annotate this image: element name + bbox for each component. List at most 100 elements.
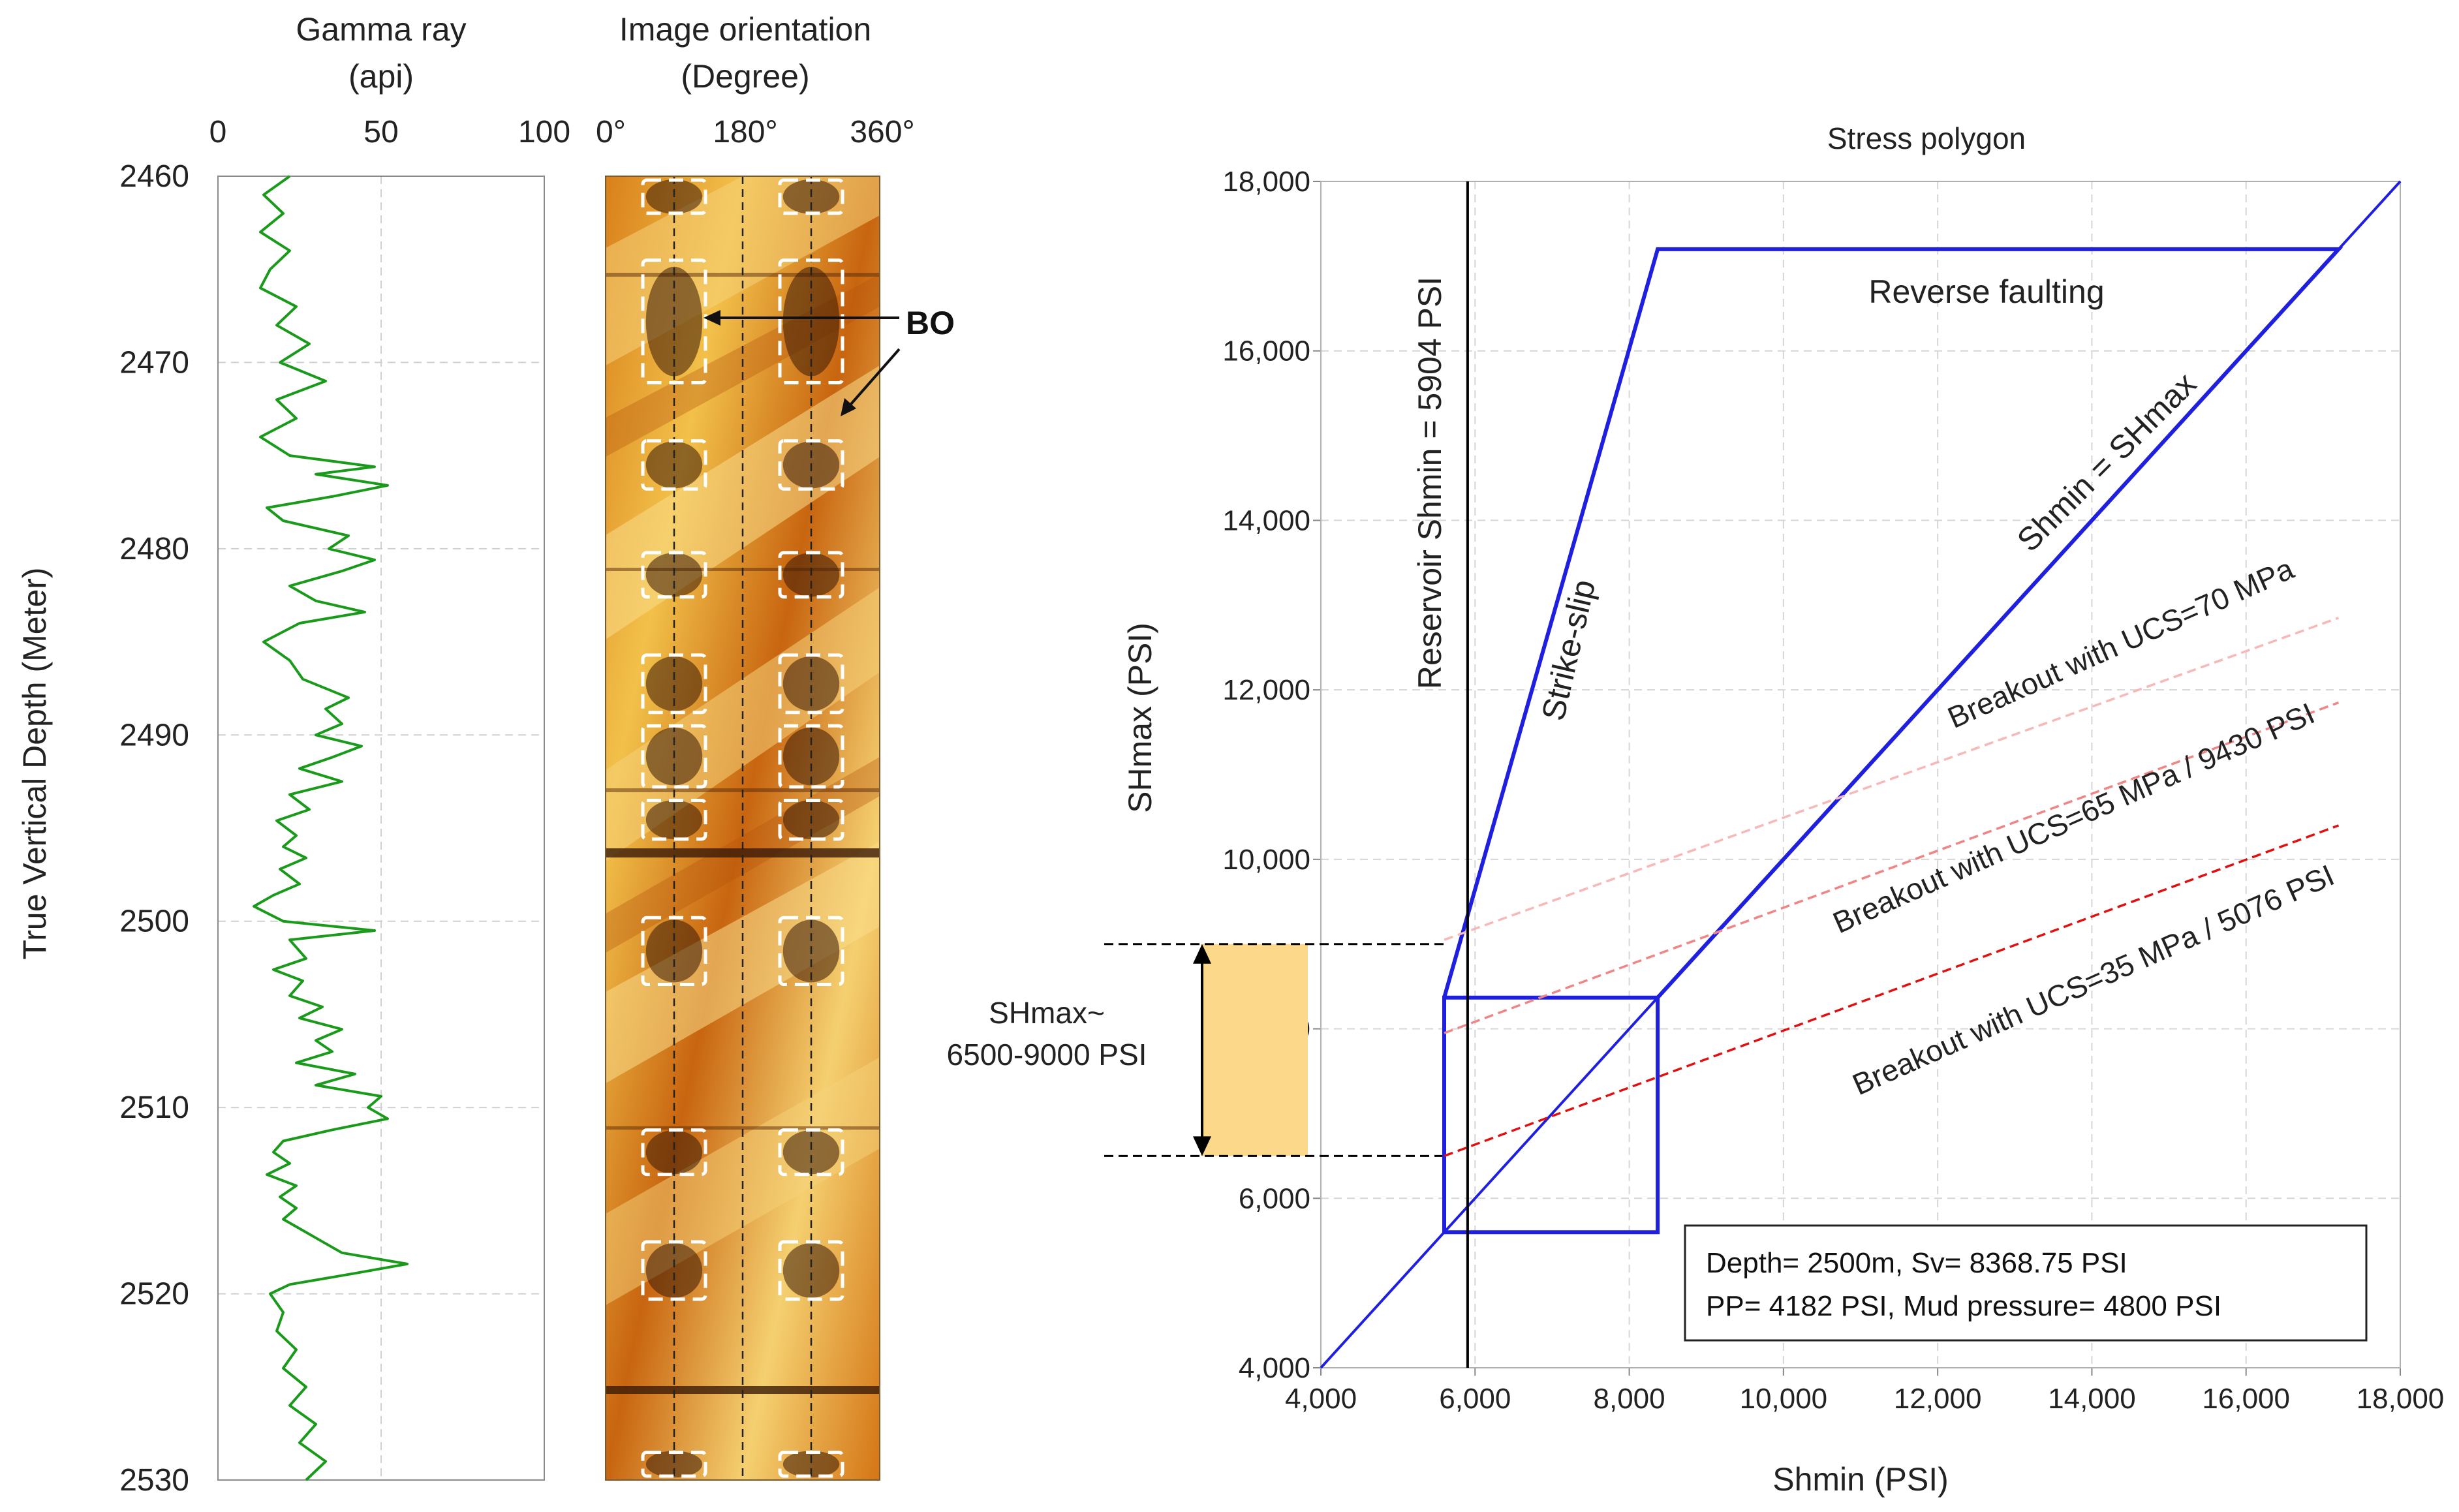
stress-y-tick-label: 12,000 <box>1222 674 1310 706</box>
gamma-y-ticks: 2460 2470 2480 2490 2500 2510 2520 2530 <box>119 159 189 1498</box>
stress-y-tick-label: 4,000 <box>1239 1352 1310 1384</box>
series-breakout-with-ucs-65-mpa-9430-psi <box>1444 701 2340 1034</box>
breakout-box <box>778 258 844 385</box>
series-breakout-with-ucs-70-mpa <box>1444 617 2340 941</box>
breakout-box <box>778 798 844 841</box>
breakout-box <box>778 178 844 215</box>
stress-x-tick-label: 8,000 <box>1594 1383 1665 1415</box>
breakout-box <box>641 916 707 986</box>
image-log-x-tick-180: 180° <box>713 115 777 149</box>
stress-y-tick-label: 14,000 <box>1222 504 1310 536</box>
image-log-reference-lines <box>673 176 812 1480</box>
breakout-box <box>641 798 707 841</box>
stress-x-axis-label: Shmin (PSI) <box>1772 1461 1949 1498</box>
breakout-dark-zone <box>782 1242 840 1298</box>
stress-plot-frame <box>1320 181 2401 1368</box>
breakout-dark-zone <box>782 1451 840 1478</box>
stress-gridlines <box>1321 181 2400 1368</box>
stress-y-tick-label: 18,000 <box>1222 166 1310 198</box>
shmax-range-highlight <box>1201 944 1308 1156</box>
stress-polygon-panel: Stress polygon 4,000 6,000 8,000 10,000 12,0… <box>947 121 2445 1498</box>
breakout-box <box>778 1240 844 1301</box>
breakout-box <box>641 178 707 215</box>
stress-x-tick-label: 18,000 <box>2357 1383 2445 1415</box>
stress-series <box>1320 180 2402 1369</box>
image-log-unit: (Degree) <box>681 58 809 95</box>
breakout-box <box>778 551 844 599</box>
reverse-faulting-label: Reverse faulting <box>1868 273 2104 310</box>
series-stress-polygon <box>1442 247 2343 1235</box>
breakout-boxes <box>641 178 844 1478</box>
stress-y-tick-label: 10,000 <box>1222 844 1310 876</box>
gamma-y-tick-label: 2520 <box>119 1277 189 1312</box>
gamma-y-tick-label: 2460 <box>119 159 189 194</box>
stress-x-tick-label: 12,000 <box>1894 1383 1982 1415</box>
equal-line-label: Shmin = SHmax <box>2010 365 2203 559</box>
breakout-dark-zone <box>782 1130 840 1175</box>
gamma-y-tick-label: 2480 <box>119 532 189 566</box>
image-log-title: Image orientation <box>619 11 871 48</box>
gamma-plot-frame <box>217 176 545 1481</box>
shmax-range-label-1: SHmax~ <box>989 996 1105 1030</box>
breakout-box <box>778 1450 844 1478</box>
breakout-box <box>778 439 844 491</box>
gamma-y-axis-label: True Vertical Depth (Meter) <box>16 567 53 959</box>
gamma-y-tick-label: 2530 <box>119 1463 189 1498</box>
shmax-range-arrow-head-bottom <box>1193 1136 1211 1156</box>
image-log-frame <box>605 176 880 1481</box>
stress-x-tick-label: 6,000 <box>1439 1383 1511 1415</box>
stress-x-tick-label: 10,000 <box>1740 1383 1828 1415</box>
breakout-dark-zone <box>645 1451 703 1478</box>
info-box-line-1: Depth= 2500m, Sv= 8368.75 PSI <box>1706 1247 2127 1279</box>
image-log-x-tick-360: 360° <box>850 115 914 149</box>
stress-y-tick-label: 16,000 <box>1222 335 1310 367</box>
breakout-dark-zone <box>645 1130 703 1175</box>
shmax-range-label-2: 6500-9000 PSI <box>947 1038 1147 1072</box>
stress-x-tick-label: 16,000 <box>2202 1383 2290 1415</box>
breakout-box <box>641 439 707 491</box>
breakout-dark-zone <box>645 656 703 711</box>
breakout-box <box>778 916 844 986</box>
breakout-box <box>641 1128 707 1177</box>
gamma-y-tick-label: 2490 <box>119 718 189 752</box>
breakout-box <box>641 653 707 715</box>
breakout-box <box>641 551 707 599</box>
bo-arrow-2-head <box>841 398 856 416</box>
gamma-ray-curve <box>253 175 409 1481</box>
series-breakout-with-ucs-35-mpa-5076-psi <box>1444 824 2340 1158</box>
bo-arrow-1-head <box>704 310 720 326</box>
gamma-y-tick-label: 2500 <box>119 904 189 939</box>
info-box-line-2: PP= 4182 PSI, Mud pressure= 4800 PSI <box>1706 1290 2221 1322</box>
gamma-unit: (api) <box>348 58 414 95</box>
breakout-dark-zone <box>645 1242 703 1298</box>
gamma-y-tick-label: 2470 <box>119 345 189 380</box>
gamma-gridlines <box>218 176 544 1480</box>
breakout-box <box>778 653 844 715</box>
gamma-x-tick-50: 50 <box>363 115 398 149</box>
stress-title: Stress polygon <box>1827 121 2026 155</box>
breakout-box <box>641 258 707 385</box>
image-log-x-tick-0: 0° <box>596 115 626 149</box>
gamma-y-tick-label: 2510 <box>119 1090 189 1125</box>
gamma-x-tick-100: 100 <box>518 115 570 149</box>
breakout-box <box>778 1128 844 1177</box>
stress-x-tick-label: 14,000 <box>2048 1383 2136 1415</box>
breakout-box <box>641 1240 707 1301</box>
bo-label: BO <box>906 305 955 341</box>
shmax-range-arrow-head-top <box>1193 944 1211 964</box>
stress-y-axis-label: SHmax (PSI) <box>1122 623 1158 813</box>
reservoir-shmin-label: Reservoir Shmin = 5904 PSI <box>1412 277 1448 689</box>
bo-arrow-2 <box>846 348 901 410</box>
gamma-title: Gamma ray <box>296 11 466 48</box>
gamma-x-tick-0: 0 <box>209 115 227 149</box>
breakout-box <box>641 724 707 789</box>
gamma-panel: Gamma ray (api) 0 50 100 True Vertical D… <box>16 11 570 1498</box>
image-log-panel: Image orientation (Degree) 0° 180° 360° <box>596 11 955 1481</box>
info-box <box>1684 1224 2368 1342</box>
breakout-box <box>641 1450 707 1478</box>
stress-y-tick-label: 6,000 <box>1239 1182 1310 1214</box>
stress-x-tick-label: 4,000 <box>1285 1383 1357 1415</box>
breakout-dark-zone <box>782 656 840 711</box>
breakout-box <box>778 724 844 789</box>
